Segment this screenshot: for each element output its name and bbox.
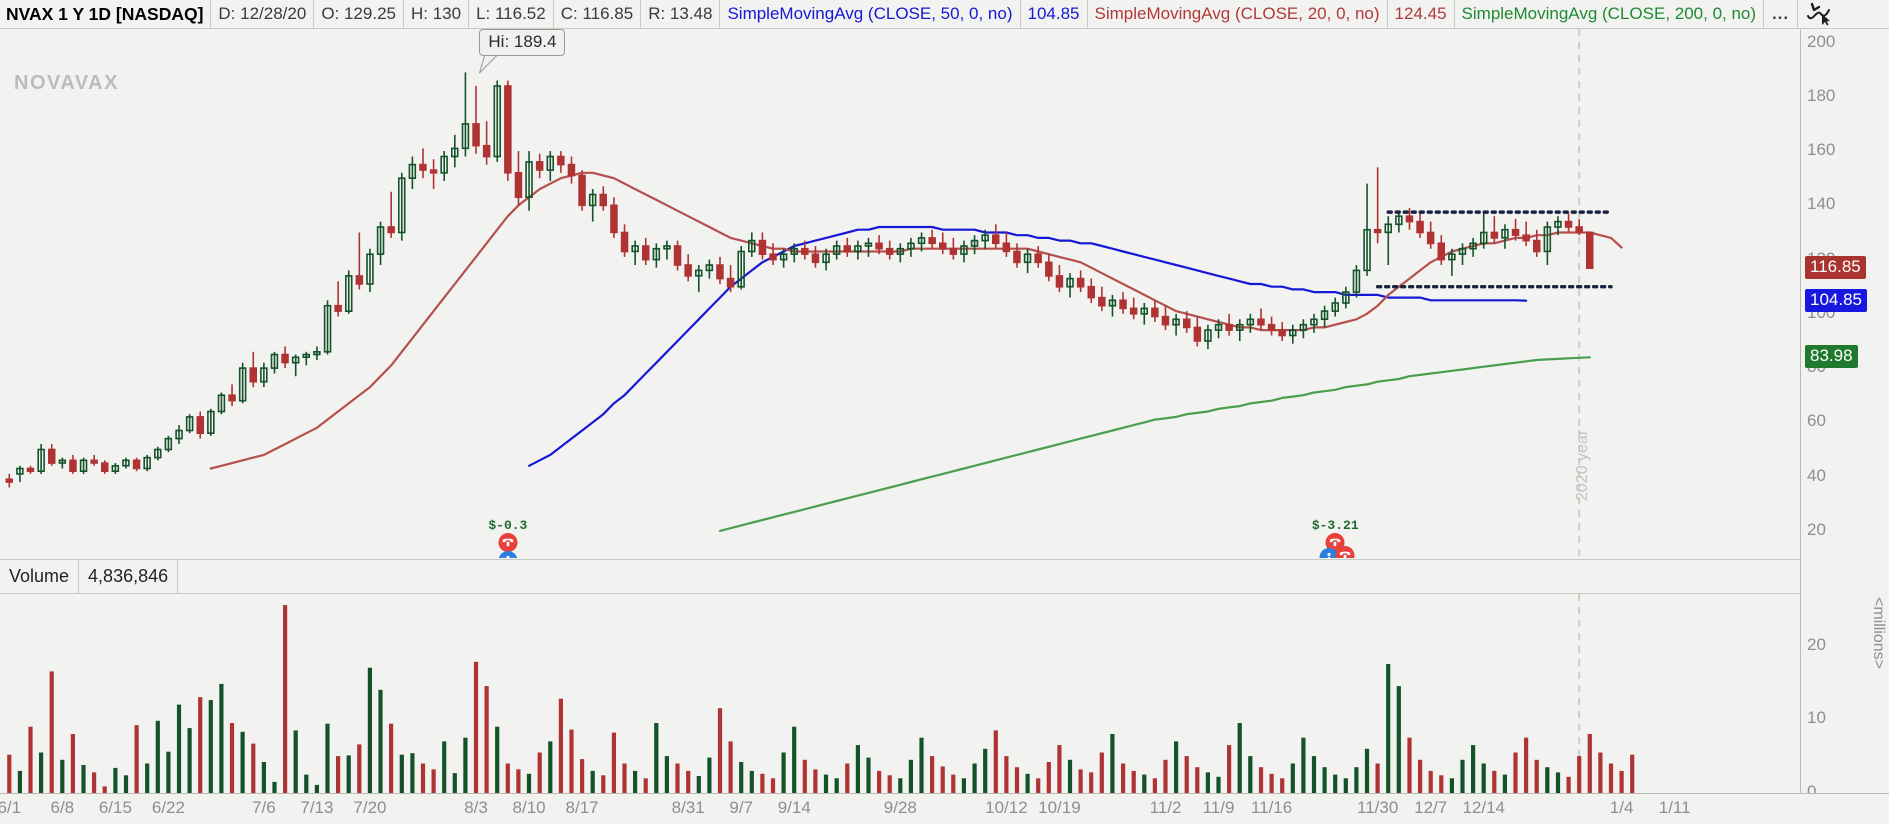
date-readout: D: 12/28/20 [211,0,315,28]
symbol-watermark: NOVAVAX [14,72,119,94]
phone-icon[interactable] [498,533,518,552]
volume-chart-pane[interactable] [0,594,1800,793]
price-tick-40: 40 [1807,465,1826,485]
date-tick-10-19: 10/19 [1038,798,1081,817]
price-chart-canvas[interactable] [0,29,1800,558]
more-dots-icon: ... [1771,4,1790,23]
study-label-sma20[interactable]: SimpleMovingAvg (CLOSE, 20, 0, no) [1088,0,1388,28]
drawing-tool-button[interactable] [1798,0,1840,28]
volume-unit-label: <millions> [1870,596,1887,669]
volume-tick-10: 10 [1807,708,1826,728]
date-tick-6-1: 6/1 [0,798,22,817]
price-tick-160: 160 [1807,140,1836,160]
chart-info-toolbar: NVAX 1 Y 1D [NASDAQ] D: 12/28/20 O: 129.… [0,0,1889,29]
date-tick-7-20: 7/20 [353,798,387,817]
date-tick-12-7: 12/7 [1414,798,1448,817]
date-tick-12-14: 12/14 [1462,798,1505,817]
date-tick-11-16: 11/16 [1250,798,1293,817]
range-readout: R: 13.48 [641,0,721,28]
year-divider-label: 2020 year [1574,429,1592,501]
date-tick-11-30: 11/30 [1357,798,1399,817]
date-tick-8-31: 8/31 [671,798,705,817]
annotation-group-1-amount: $-0.3 [488,518,528,533]
ma50-badge: 104.85 [1805,288,1867,312]
study-label-sma50[interactable]: SimpleMovingAvg (CLOSE, 50, 0, no) [720,0,1021,28]
volume-tick-0: 0 [1807,782,1817,801]
high-value-tooltip: Hi: 189.4 [479,29,566,56]
date-tick-9-14: 9/14 [777,798,811,817]
info-icon[interactable] [498,551,518,558]
volume-tick-20: 20 [1807,634,1826,654]
price-tick-60: 60 [1807,411,1826,431]
price-tick-180: 180 [1807,85,1836,105]
price-chart-pane[interactable]: NOVAVAX Hi: 189.4 2020 year $-0.3 $-3.21 [0,29,1800,558]
date-tick-11-9: 11/9 [1202,798,1235,817]
date-tick-7-13: 7/13 [300,798,334,817]
volume-study-value: 4,836,846 [79,560,179,593]
low-readout: L: 116.52 [469,0,554,28]
high-readout: H: 130 [404,0,470,28]
price-tick-140: 140 [1807,194,1836,214]
open-readout: O: 129.25 [314,0,404,28]
date-tick-6-8: 6/8 [50,798,75,817]
phone-icon[interactable] [1335,546,1355,558]
tooltip-tail [478,52,501,74]
date-tick-10-12: 10/12 [985,798,1028,817]
volume-study-title[interactable]: Volume [0,560,80,593]
date-tick-8-10: 8/10 [512,798,546,817]
annotation-group-2-amount: $-3.21 [1311,518,1359,533]
volume-study-header: Volume 4,836,846 [0,559,1889,594]
ma200-badge: 83.98 [1805,345,1858,369]
date-tick-8-17: 8/17 [565,798,599,817]
date-tick-6-22: 6/22 [151,798,185,817]
study-label-sma200[interactable]: SimpleMovingAvg (CLOSE, 200, 0, no) [1455,0,1765,28]
symbol-label[interactable]: NVAX 1 Y 1D [NASDAQ] [0,0,212,28]
price-tick-200: 200 [1807,31,1836,51]
price-tick-20: 20 [1807,519,1826,539]
more-studies-button[interactable]: ... [1764,0,1799,28]
date-tick-9-7: 9/7 [729,798,754,817]
study-value-sma50: 104.85 [1021,0,1088,28]
volume-chart-canvas[interactable] [0,594,1800,793]
drawing-tool-icon [1807,2,1831,26]
right-price-axis[interactable]: 20018016014012010080604020 116.85104.858… [1800,29,1889,801]
date-tick-9-28: 9/28 [883,798,917,817]
study-value-sma20: 124.45 [1388,0,1455,28]
date-tick-6-15: 6/15 [98,798,132,817]
volume-bar-series [7,605,1635,793]
candlestick-series [5,72,1594,488]
date-tick-1-11: 1/11 [1658,798,1691,817]
info-icon[interactable] [1319,548,1339,558]
close-readout: C: 116.85 [554,0,642,28]
last-price-badge: 116.85 [1805,256,1866,280]
bottom-date-axis[interactable]: 6/1 6/8 6/15 6/22 7/6 7/13 7/20 8/3 8/10 8/17 8/31… [0,793,1889,824]
date-tick-1-4: 1/4 [1609,798,1634,817]
date-tick-7-6: 7/6 [252,798,276,817]
volume-header-spacer [178,560,1889,593]
date-tick-8-3: 8/3 [464,798,488,817]
date-tick-11-2: 11/2 [1149,798,1182,817]
